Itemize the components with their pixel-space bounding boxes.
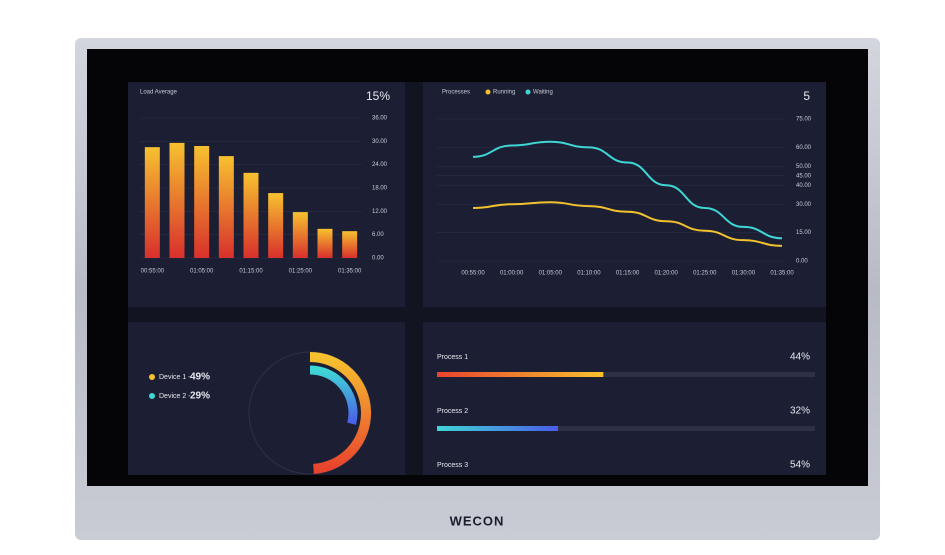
x-tick-label: 01:10:00: [577, 271, 601, 277]
legend-label: Running: [493, 90, 515, 96]
x-tick-label: 01:05:00: [190, 269, 214, 275]
bar: [342, 231, 358, 258]
x-tick-label: 01:30:00: [732, 271, 756, 277]
legend-dot: [149, 374, 155, 380]
y-tick-label: 50.00: [796, 164, 812, 170]
stat-value: 15%: [366, 89, 390, 103]
y-tick-label: 12.00: [372, 209, 388, 215]
x-tick-label: 01:15:00: [616, 271, 640, 277]
y-tick-label: 30.00: [796, 202, 812, 208]
y-tick-label: 60.00: [796, 145, 812, 151]
panel: [423, 82, 826, 307]
x-tick-label: 01:00:00: [500, 271, 524, 277]
progress-bar: [437, 372, 604, 377]
progress-value: 44%: [790, 352, 810, 363]
ring-arc: [309, 352, 371, 474]
progress-value: 32%: [790, 406, 810, 417]
progress-track: [437, 372, 815, 377]
x-tick-label: 01:35:00: [770, 271, 794, 277]
bar: [169, 142, 185, 258]
progress-label: Process 1: [437, 354, 468, 361]
x-tick-label: 00:55:00: [141, 269, 165, 275]
y-tick-label: 45.00: [796, 173, 812, 179]
legend-value: 49%: [190, 372, 210, 383]
line-series: [472, 201, 783, 247]
legend-label: Device 1 -: [159, 374, 191, 381]
bar: [292, 212, 308, 258]
x-tick-label: 01:20:00: [654, 271, 678, 277]
y-tick-label: 24.00: [372, 162, 388, 168]
y-tick-label: 6.00: [372, 232, 384, 238]
progress-value: 54%: [790, 460, 810, 471]
brand-logo: WECON: [450, 513, 505, 528]
legend-value: 29%: [190, 391, 210, 402]
bar: [268, 193, 284, 258]
y-tick-label: 40.00: [796, 183, 812, 189]
y-tick-label: 36.00: [372, 116, 388, 122]
y-tick-label: 0.00: [372, 256, 384, 262]
legend-label: Device 2 -: [159, 393, 191, 400]
charts: Load Average 15% 0.00 6.00 12.00 18.00 24.00 30…: [140, 89, 815, 475]
progress-track: [437, 426, 815, 431]
x-tick-label: 01:25:00: [289, 269, 313, 275]
y-tick-label: 30.00: [372, 139, 388, 145]
bar: [218, 156, 234, 258]
panel-title: Processes: [442, 90, 470, 96]
bar: [194, 146, 210, 258]
progress-bar: [437, 426, 558, 431]
x-tick-label: 01:25:00: [693, 271, 717, 277]
x-tick-label: 00:55:00: [461, 271, 485, 277]
line-series: [472, 140, 783, 240]
ring-arc: [309, 365, 358, 425]
legend-dot: [485, 89, 491, 95]
progress-label: Process 3: [437, 462, 468, 469]
legend-label: Waiting: [533, 90, 553, 96]
y-tick-label: 75.00: [796, 117, 812, 123]
panel: [423, 322, 826, 475]
legend-dot: [525, 89, 531, 95]
stat-value: 5: [803, 89, 810, 103]
progress-label: Process 2: [437, 408, 468, 415]
x-tick-label: 01:35:00: [338, 269, 362, 275]
x-tick-label: 01:05:00: [539, 271, 563, 277]
y-tick-label: 15.00: [796, 230, 812, 236]
x-tick-label: 01:15:00: [239, 269, 263, 275]
bar: [243, 172, 259, 258]
bar: [317, 228, 333, 258]
y-tick-label: 0.00: [796, 259, 808, 265]
bar: [144, 147, 160, 258]
panel-title: Load Average: [140, 90, 178, 96]
y-tick-label: 18.00: [372, 186, 388, 192]
legend-dot: [149, 393, 155, 399]
